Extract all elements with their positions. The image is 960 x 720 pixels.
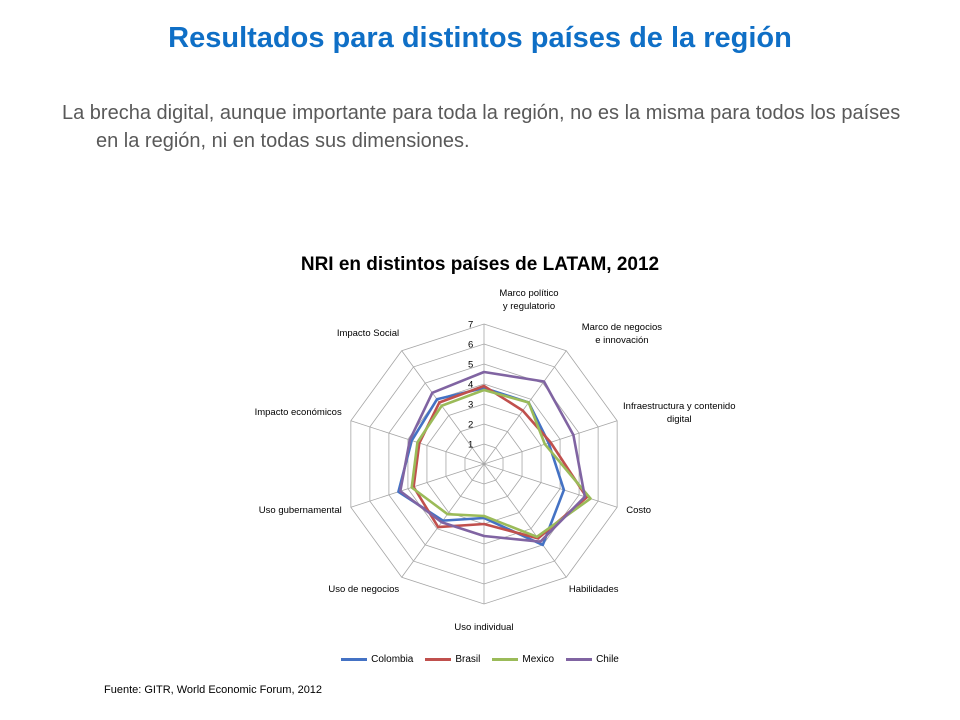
legend-item-colombia: Colombia <box>341 654 413 665</box>
tick-label: 5 <box>468 360 473 371</box>
legend-swatch <box>425 658 452 661</box>
legend-swatch <box>566 658 593 661</box>
grid-spoke <box>483 463 618 508</box>
legend-item-chile: Chile <box>566 654 619 665</box>
tick-label: 6 <box>468 340 473 351</box>
grid-spoke <box>350 463 485 508</box>
series-line-colombia <box>397 386 566 547</box>
chart-title: NRI en distintos países de LATAM, 2012 <box>300 254 660 275</box>
legend-item-mexico: Mexico <box>492 654 554 665</box>
legend-label: Colombia <box>371 654 414 665</box>
radial-tick-labels: 1 2 3 4 5 6 7 <box>468 320 473 451</box>
grid-spoke <box>401 350 485 465</box>
legend-label: Brasil <box>455 654 481 665</box>
grid-spoke <box>483 350 567 465</box>
axis-label: Uso individual <box>454 622 513 633</box>
series-line-mexico <box>410 388 592 539</box>
tick-label: 7 <box>468 320 473 331</box>
legend-label: Mexico <box>522 654 555 665</box>
axis-labels: Marco político y regulatorio Marco de nego… <box>255 288 736 633</box>
axis-label: Uso gubernamental <box>259 505 342 516</box>
tick-label: 3 <box>468 400 473 411</box>
chart-legend: Colombia Brasil Mexico Chile <box>0 653 960 665</box>
source-note: Fuente: GITR, World Economic Forum, 2012 <box>104 684 323 696</box>
axis-label: Costo <box>626 505 651 516</box>
legend-label: Chile <box>596 654 619 665</box>
radar-series <box>397 370 592 547</box>
axis-label: Habilidades <box>569 584 619 595</box>
slide-body-text: La brecha digital, aunque importante par… <box>62 102 901 152</box>
legend-swatch <box>341 658 368 661</box>
radar-grid <box>350 323 618 605</box>
axis-label: Impacto económicos <box>255 407 342 418</box>
tick-label: 2 <box>468 420 473 431</box>
tick-label: 4 <box>468 380 473 391</box>
legend-item-brasil: Brasil <box>425 654 480 665</box>
axis-label: Uso de negocios <box>328 584 399 595</box>
axis-label: Marco de negocios e innovación <box>582 322 663 346</box>
axis-label: Marco político y regulatorio <box>499 288 558 312</box>
legend-swatch <box>492 658 519 661</box>
grid-spoke <box>483 463 567 578</box>
tick-label: 1 <box>468 440 473 451</box>
series-line-chile <box>399 370 587 543</box>
axis-label: Infraestructura y contenido digital <box>623 401 735 425</box>
slide-title: Resultados para distintos países de la r… <box>168 22 792 54</box>
axis-label: Impacto Social <box>337 328 399 339</box>
